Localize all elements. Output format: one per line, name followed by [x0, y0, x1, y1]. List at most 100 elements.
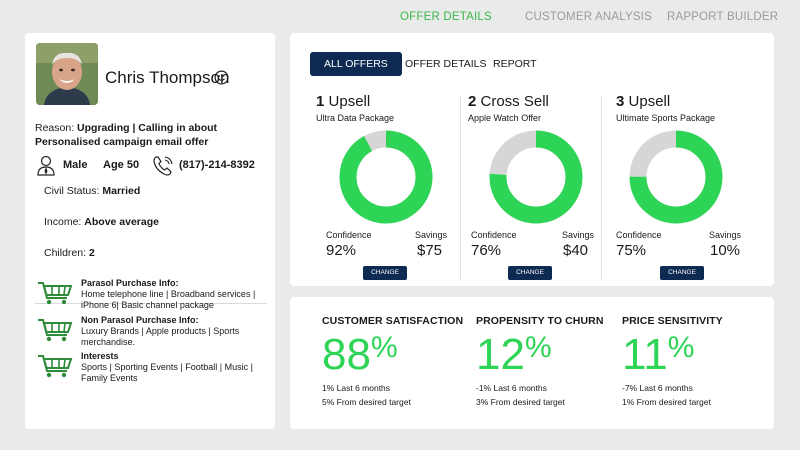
children: Children: 2 [44, 247, 95, 259]
tab-all-offers[interactable]: ALL OFFERS [310, 52, 402, 76]
civil-status-label: Civil Status: [44, 185, 100, 197]
income-label: Income: [44, 216, 82, 228]
reason-text: Upgrading | Calling in about Personalise… [35, 122, 218, 148]
income: Income: Above average [44, 216, 159, 228]
metric-percent-sign: % [667, 331, 695, 364]
purchase-title: Interests [81, 351, 119, 361]
shopping-cart-icon [38, 355, 73, 378]
metric-target: 5% From desired target [322, 397, 411, 407]
metric-number: 11 [622, 330, 668, 379]
nav-customer-analysis[interactable]: CUSTOMER ANALYSIS [525, 11, 652, 23]
donut-fill [489, 130, 583, 224]
tab-report[interactable]: REPORT [493, 58, 537, 70]
divider [601, 95, 602, 281]
metric-propensity-to-churn: PROPENSITY TO CHURN 12% -1% Last 6 month… [476, 315, 626, 409]
smiley-icon [214, 70, 229, 85]
confidence-donut [339, 130, 433, 224]
change-button[interactable]: CHANGE [508, 266, 552, 280]
offer-panel: 1 Upsell Ultra Data Package Confidence 9… [316, 93, 456, 283]
metric-number: 12 [476, 330, 525, 379]
children-label: Children: [44, 247, 87, 259]
customer-profile-card: Chris Thompson Reason: Upgrading | Calli… [25, 33, 275, 429]
reason-label: Reason: [35, 122, 75, 134]
offer-type: Upsell [628, 93, 671, 110]
confidence-value: 92% [326, 242, 357, 259]
savings-label: Savings [562, 230, 595, 240]
metric-price-sensitivity: PRICE SENSITIVITY 11% -7% Last 6 months … [622, 315, 772, 409]
offer-number: 2 [468, 93, 477, 110]
offer-number: 1 [316, 93, 325, 110]
metric-target: 3% From desired target [476, 397, 565, 407]
civil-status-value: Married [102, 185, 141, 197]
tab-offer-details[interactable]: OFFER DETAILS [405, 58, 487, 70]
savings-value: 10% [710, 242, 741, 259]
offer-panel: 3 Upsell Ultimate Sports Package Confide… [616, 93, 756, 283]
divider [35, 303, 267, 304]
customer-name: Chris Thompson [105, 68, 230, 87]
purchase-title: Non Parasol Purchase Info: [81, 315, 199, 325]
metric-title: PRICE SENSITIVITY [622, 315, 723, 327]
offer-type: Upsell [328, 93, 371, 110]
offer-product: Ultra Data Package [316, 113, 395, 123]
person-icon [37, 155, 55, 176]
donut-fill [339, 130, 433, 224]
civil-status: Civil Status: Married [44, 185, 140, 197]
shopping-cart-icon [38, 282, 73, 305]
donut-fill [629, 130, 723, 224]
purchase-title: Parasol Purchase Info: [81, 278, 179, 288]
metric-percent-sign: % [524, 331, 552, 364]
offers-card: ALL OFFERS OFFER DETAILS REPORT 1 Upsell… [290, 33, 774, 286]
phone-icon [153, 156, 173, 176]
shopping-cart-icon [38, 319, 73, 342]
metric-value: 88% [322, 329, 472, 381]
metric-title: PROPENSITY TO CHURN [476, 315, 604, 327]
call-reason: Reason: Upgrading | Calling in about Per… [35, 121, 271, 149]
metric-change: -1% Last 6 months [476, 383, 547, 393]
offer-title: 3 Upsell [616, 93, 670, 110]
income-value: Above average [84, 216, 159, 228]
confidence-label: Confidence [326, 230, 372, 240]
confidence-label: Confidence [471, 230, 517, 240]
metric-target: 1% From desired target [622, 397, 711, 407]
confidence-label: Confidence [616, 230, 662, 240]
savings-value: $75 [417, 242, 443, 259]
demographics-row: Male Age 50 (817)-214-8392 [35, 154, 271, 178]
purchase-body: Sports | Sporting Events | Football | Mu… [81, 362, 253, 383]
offer-title: 2 Cross Sell [468, 93, 549, 110]
children-value: 2 [88, 247, 95, 259]
purchase-body: Home telephone line | Broadband services… [81, 289, 256, 310]
metric-percent-sign: % [370, 331, 398, 364]
gender: Male [63, 159, 88, 171]
nav-offer-details[interactable]: OFFER DETAILS [400, 11, 492, 23]
metric-value: 11% [622, 329, 772, 381]
metrics-card: CUSTOMER SATISFACTION 88% 1% Last 6 mont… [290, 297, 774, 429]
metric-value: 12% [476, 329, 626, 381]
savings-value: $40 [563, 242, 589, 259]
confidence-value: 76% [471, 242, 502, 259]
offer-product: Apple Watch Offer [468, 113, 542, 123]
change-button[interactable]: CHANGE [660, 266, 704, 280]
savings-label: Savings [415, 230, 448, 240]
offer-number: 3 [616, 93, 625, 110]
savings-label: Savings [709, 230, 742, 240]
confidence-donut [489, 130, 583, 224]
change-button[interactable]: CHANGE [363, 266, 407, 280]
metric-change: -7% Last 6 months [622, 383, 693, 393]
confidence-donut [629, 130, 723, 224]
age: Age 50 [103, 159, 140, 171]
top-navigation: OFFER DETAILS CUSTOMER ANALYSIS RAPPORT … [0, 11, 800, 27]
offer-title: 1 Upsell [316, 93, 370, 110]
metric-customer-satisfaction: CUSTOMER SATISFACTION 88% 1% Last 6 mont… [322, 315, 472, 409]
offer-product: Ultimate Sports Package [616, 113, 716, 123]
divider [460, 95, 461, 281]
nav-rapport-builder[interactable]: RAPPORT BUILDER [667, 11, 779, 23]
metric-title: CUSTOMER SATISFACTION [322, 315, 464, 327]
offer-type: Cross Sell [480, 93, 549, 110]
metric-number: 88 [322, 330, 371, 379]
offer-panel: 2 Cross Sell Apple Watch Offer Confidenc… [468, 93, 608, 283]
purchase-body: Luxury Brands | Apple products | Sports … [81, 326, 240, 347]
metric-change: 1% Last 6 months [322, 383, 391, 393]
confidence-value: 75% [616, 242, 647, 259]
phone-number: (817)-214-8392 [179, 159, 255, 171]
avatar [36, 43, 98, 105]
